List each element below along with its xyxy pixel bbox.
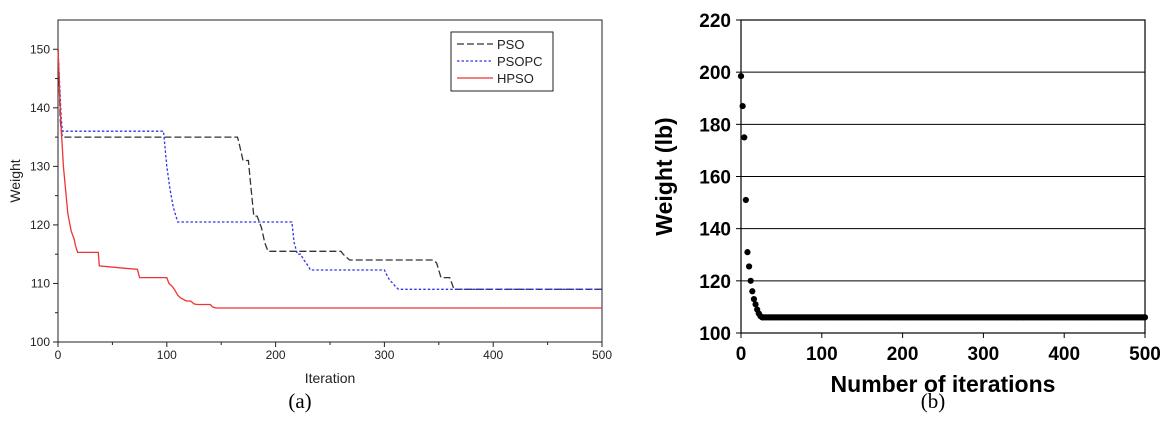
chart-a-y-tick-label: 110 (31, 276, 50, 290)
chart-b-x-tick-label: 400 (1048, 344, 1080, 365)
chart-b-y-tick-label: 220 (699, 11, 731, 32)
chart-a-x-tick-label: 0 (55, 348, 62, 362)
chart-b-point (739, 102, 746, 110)
chart-b-x-tick-label: 0 (736, 344, 747, 365)
chart-a-series-psopc (57, 49, 602, 290)
chart-b-y-axis-label: Weight (lb) (651, 117, 677, 235)
chart-a: 0 100 200 300 400 500 100 110 120 130 140 150 Itera… (7, 19, 612, 413)
chart-a-legend-label: PSO (497, 37, 524, 52)
chart-a-x-tick-label: 200 (266, 348, 286, 362)
chart-b-point (742, 196, 749, 204)
panel-b-caption: (b) (921, 389, 946, 413)
chart-b-y-tick-label: 120 (699, 272, 731, 293)
chart-b-y-tick-label: 100 (699, 324, 731, 345)
chart-a-y-tick-label: 100 (30, 335, 50, 349)
chart-a-y-axis-label: Weight (7, 159, 23, 202)
chart-a-x-tick-label: 400 (483, 348, 503, 362)
chart-a-y-tick-label: 130 (30, 159, 50, 173)
chart-b-x-tick-label: 100 (806, 344, 838, 365)
chart-b-x-tick-label: 300 (968, 344, 1000, 365)
chart-b-y-tick-label: 200 (699, 63, 731, 84)
chart-b-point (1141, 314, 1149, 321)
panel-a-caption: (a) (288, 389, 311, 413)
chart-a-x-tick-label: 500 (592, 348, 612, 362)
chart-b-y-tick-label: 140 (699, 220, 731, 241)
chart-b-point (747, 277, 754, 284)
chart-a-y-tick-label: 150 (30, 42, 50, 56)
chart-b-point (752, 301, 759, 308)
chart-b-x-tick-label: 200 (887, 344, 919, 365)
chart-a-x-axis-label: Iteration (305, 370, 356, 386)
chart-a-legend: PSO PSOPC HPSO (450, 31, 554, 92)
chart-b-y-tick-label: 180 (699, 115, 731, 136)
chart-a-legend-label: HPSO (497, 71, 534, 86)
chart-a-series-hpso (57, 49, 602, 309)
chart-a-series-pso (57, 49, 602, 290)
chart-b-point (737, 72, 745, 80)
chart-b-y-tick-label: 160 (699, 168, 731, 189)
chart-b-point (744, 249, 751, 256)
chart-a-legend-label: PSOPC (497, 54, 543, 69)
chart-b-x-tick-label: 500 (1129, 344, 1161, 365)
chart-b-x-axis-label: Number of iterations (831, 371, 1056, 397)
chart-b-point (750, 295, 758, 303)
chart-b-point (749, 288, 756, 295)
chart-b-point (745, 263, 753, 270)
chart-a-x-tick-label: 100 (157, 348, 177, 362)
chart-a-y-tick-label: 120 (30, 218, 50, 232)
chart-a-x-tick-label: 300 (374, 348, 394, 362)
chart-a-y-tick-label: 140 (30, 101, 50, 115)
chart-b-point (741, 134, 748, 141)
